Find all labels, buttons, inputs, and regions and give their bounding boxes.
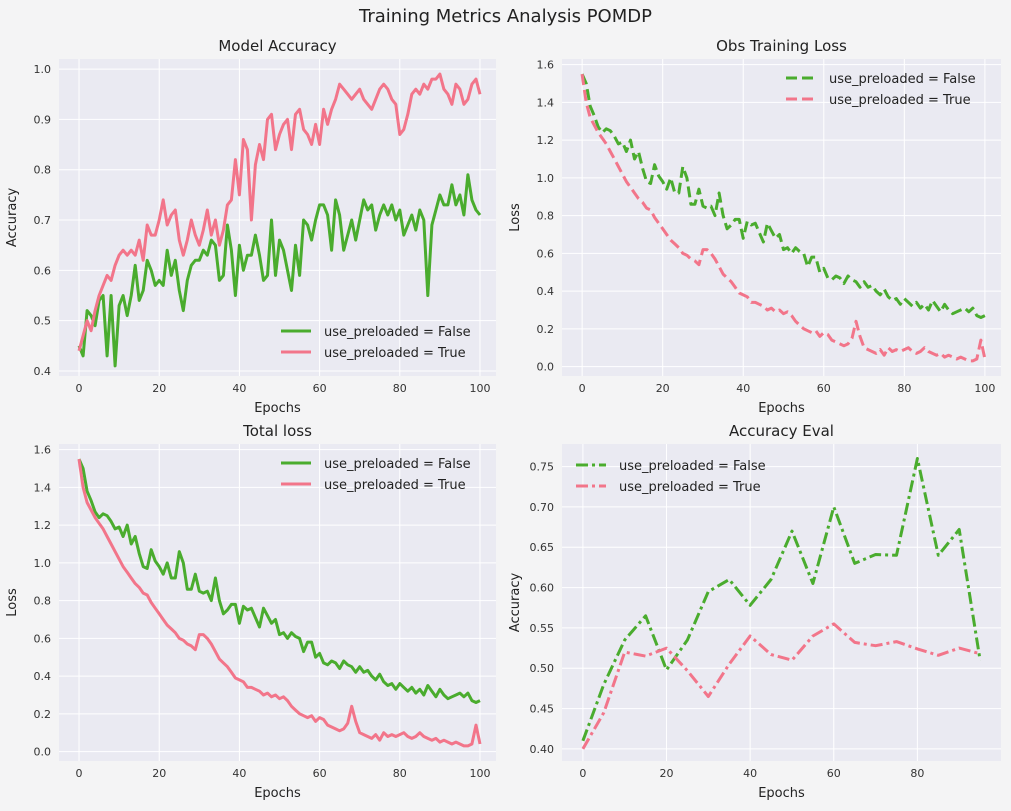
y-axis-label: Loss — [5, 588, 20, 617]
x-tick-label: 40 — [232, 767, 246, 780]
legend-label: use_preloaded = True — [324, 346, 466, 361]
x-tick-label: 0 — [579, 767, 586, 780]
y-tick-label: 1.2 — [537, 134, 555, 147]
y-tick-label: 0.70 — [530, 501, 555, 514]
y-axis-label: Accuracy — [508, 573, 523, 633]
chart-eval: 0 20 40 60 80 0.40 0.45 0.50 0.55 0.60 0.65 0.70 0.7… — [508, 422, 1001, 801]
y-tick-label: 0.2 — [537, 323, 555, 336]
x-tick-label: 100 — [974, 382, 995, 395]
y-tick-label: 0.7 — [34, 214, 52, 227]
x-axis-label: Epochs — [254, 786, 301, 801]
x-tick-label: 0 — [76, 767, 83, 780]
x-tick-label: 60 — [817, 382, 831, 395]
x-axis-label: Epochs — [758, 401, 805, 416]
y-tick-label: 1.6 — [537, 59, 555, 72]
chart-title: Accuracy Eval — [729, 422, 834, 440]
x-tick-label: 20 — [656, 382, 670, 395]
y-tick-label: 0.8 — [34, 595, 52, 608]
series-line-false — [77, 173, 482, 368]
chart-title: Model Accuracy — [218, 37, 336, 55]
series-line-true — [77, 72, 482, 352]
x-tick-label: 60 — [313, 767, 327, 780]
legend-label: use_preloaded = True — [829, 93, 971, 108]
y-tick-label: 0.55 — [530, 622, 555, 635]
x-tick-label: 20 — [660, 767, 674, 780]
series-line-false — [77, 458, 481, 704]
x-tick-label: 0 — [579, 382, 586, 395]
y-tick-label: 0.9 — [34, 113, 52, 126]
y-tick-label: 0.4 — [34, 365, 52, 378]
x-tick-label: 60 — [827, 767, 841, 780]
x-tick-label: 60 — [313, 382, 327, 395]
y-axis-label: Loss — [508, 203, 523, 232]
y-tick-label: 1.4 — [34, 481, 52, 494]
y-tick-label: 0.4 — [537, 285, 555, 298]
legend-label: use_preloaded = True — [619, 480, 761, 495]
legend-label: use_preloaded = False — [324, 325, 471, 340]
plot-area — [562, 59, 1001, 376]
series-line-false — [580, 73, 986, 319]
series-line-true — [77, 458, 482, 748]
chart-title: Obs Training Loss — [716, 37, 847, 55]
y-tick-label: 0.5 — [34, 315, 52, 328]
y-tick-label: 1.0 — [34, 63, 52, 76]
chart-acc: 0 20 40 60 80 100 0.4 0.5 0.6 0.7 0.8 0.9 1.0 Model A… — [5, 37, 496, 416]
y-tick-label: 1.6 — [34, 444, 52, 457]
y-tick-label: 0.6 — [34, 632, 52, 645]
x-axis-label: Epochs — [758, 786, 805, 801]
series-line-true — [581, 622, 981, 750]
y-tick-label: 0.6 — [537, 247, 555, 260]
plot-area — [59, 444, 496, 761]
x-tick-label: 20 — [152, 767, 166, 780]
x-tick-label: 0 — [76, 382, 83, 395]
y-axis-label: Accuracy — [5, 188, 20, 248]
y-tick-label: 1.0 — [34, 557, 52, 570]
x-tick-label: 80 — [910, 767, 924, 780]
legend-label: use_preloaded = False — [619, 459, 766, 474]
y-tick-label: 0.40 — [530, 743, 555, 756]
y-tick-label: 0.0 — [34, 746, 52, 759]
x-tick-label: 80 — [897, 382, 911, 395]
y-tick-label: 0.75 — [530, 461, 555, 474]
legend-label: use_preloaded = False — [829, 72, 976, 87]
y-tick-label: 0.0 — [537, 361, 555, 374]
chart-obs: 0 20 40 60 80 100 0.0 0.2 0.4 0.6 0.8 1.0 1.2 1.4 1.6 O… — [508, 37, 1001, 416]
y-tick-label: 0.6 — [34, 264, 52, 277]
chart-total: 0 20 40 60 80 100 0.0 0.2 0.4 0.6 0.8 1.0 1.2 1.4 1.6 T… — [5, 422, 496, 801]
x-tick-label: 40 — [232, 382, 246, 395]
chart-title: Total loss — [242, 422, 312, 440]
series-line-true — [580, 73, 987, 363]
y-tick-label: 0.8 — [34, 164, 52, 177]
y-tick-label: 0.65 — [530, 541, 555, 554]
y-tick-label: 1.2 — [34, 519, 52, 532]
x-tick-label: 100 — [469, 767, 490, 780]
x-tick-label: 80 — [393, 382, 407, 395]
y-tick-label: 0.4 — [34, 670, 52, 683]
x-tick-label: 40 — [743, 767, 757, 780]
legend-label: use_preloaded = True — [324, 478, 466, 493]
y-tick-label: 0.50 — [530, 662, 555, 675]
legend-label: use_preloaded = False — [324, 457, 471, 472]
x-tick-label: 80 — [393, 767, 407, 780]
y-tick-label: 1.0 — [537, 172, 555, 185]
figure-title: Training Metrics Analysis POMDP — [359, 6, 652, 27]
y-tick-label: 0.2 — [34, 708, 52, 721]
x-axis-label: Epochs — [254, 401, 301, 416]
y-tick-label: 0.60 — [530, 582, 555, 595]
x-tick-label: 100 — [469, 382, 490, 395]
series-line-false — [581, 457, 982, 742]
y-tick-label: 0.8 — [537, 210, 555, 223]
x-tick-label: 40 — [736, 382, 750, 395]
x-tick-label: 20 — [152, 382, 166, 395]
y-tick-label: 1.4 — [537, 96, 555, 109]
y-tick-label: 0.45 — [530, 703, 555, 716]
